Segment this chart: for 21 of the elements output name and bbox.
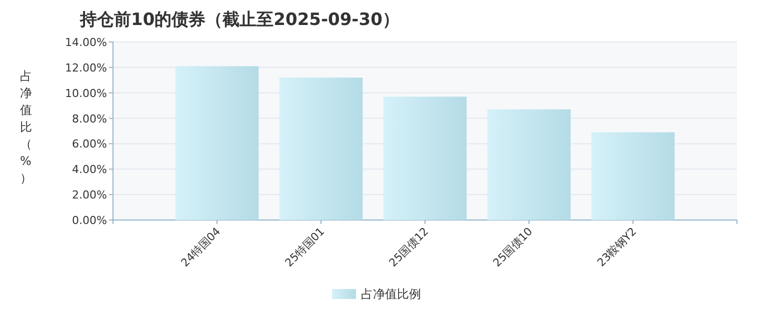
bar [591,132,675,220]
bar [487,109,571,220]
y-tick-label: 2.00% [72,188,107,202]
x-tick-label: 25国债12 [386,224,432,270]
y-axis-title: 占净值比（%） [20,69,32,185]
y-tick-label: 4.00% [72,163,107,176]
y-tick-label: 14.00% [65,36,107,49]
bar [279,78,363,220]
x-tick-label: 25国债10 [490,224,536,270]
y-tick-label: 6.00% [72,138,107,151]
y-tick-label: 12.00% [65,61,107,74]
bar [175,66,259,220]
chart-title: 持仓前10的债券（截止至2025-09-30） [79,10,400,30]
legend-label: 占净值比例 [361,287,421,301]
y-tick-label: 0.00% [72,214,107,227]
x-tick-label: 24特国04 [178,224,224,270]
x-tick-label: 23鞍钢Y2 [594,224,640,270]
y-tick-label: 8.00% [72,112,107,126]
bar [383,96,467,220]
x-tick-label: 25特国01 [282,224,328,270]
y-tick-label: 10.00% [65,86,107,100]
